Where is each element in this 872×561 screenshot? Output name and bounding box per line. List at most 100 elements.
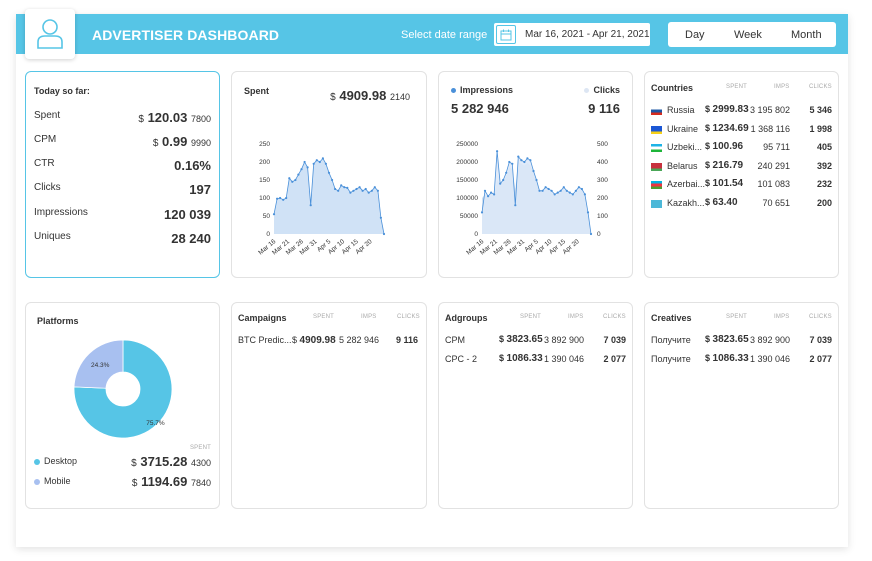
countries-card[interactable]: Countries SPENT IMPS CLICKS Russia $ 2999…: [644, 71, 839, 278]
creatives-spent-header: SPENT: [726, 314, 748, 320]
data-point: [499, 182, 502, 185]
today-clicks-label: Clicks: [34, 182, 61, 193]
data-point: [480, 211, 484, 214]
data-point: [364, 187, 367, 191]
calendar-icon[interactable]: [496, 25, 516, 44]
adgroups-card[interactable]: Adgroups SPENT IMPS CLICKS CPM $ 3823.65 3…: [438, 302, 633, 509]
y-tick-label: 150: [259, 177, 270, 184]
date-range-picker[interactable]: Mar 16, 2021 - Apr 21, 2021: [494, 23, 650, 46]
y-right-tick-label: 300: [597, 177, 608, 184]
y-tick-label: 0: [474, 231, 478, 238]
dashboard-frame: ADVERTISER DASHBOARD Select date range M…: [16, 9, 848, 547]
period-week-button[interactable]: Week: [734, 29, 762, 41]
y-tick-label: 150000: [456, 177, 478, 184]
campaigns-card[interactable]: Campaigns SPENT IMPS CLICKS BTC Predic..…: [231, 302, 427, 509]
data-point: [577, 186, 580, 189]
date-range-value[interactable]: Mar 16, 2021 - Apr 21, 2021: [525, 29, 650, 40]
adgroups-name[interactable]: CPC - 2: [445, 354, 478, 364]
data-point: [288, 177, 291, 180]
data-point: [520, 159, 523, 162]
countries-name[interactable]: Uzbeki...: [667, 142, 703, 152]
data-point: [526, 157, 529, 160]
spent-card[interactable]: Spent $ 4909.98 2140 0 50 100 150 200 250 Mar …: [231, 71, 427, 278]
countries-clicks: 232: [816, 179, 832, 189]
campaign-imps: 5 282 946: [339, 335, 380, 345]
data-point: [334, 187, 337, 191]
data-point: [370, 189, 373, 192]
adgroups-title: Adgroups: [445, 313, 488, 323]
y-tick-label: 200000: [456, 159, 478, 166]
countries-spent: $ 63.40: [705, 196, 738, 208]
countries-name[interactable]: Russia: [667, 105, 695, 115]
impressions-card[interactable]: Impressions Clicks 5 282 946 9 116 0 5000…: [438, 71, 633, 278]
data-point: [340, 184, 343, 187]
data-point: [580, 187, 583, 191]
platforms-card[interactable]: Platforms 75.7% 24.3% SPENT Desktop $ 371…: [25, 302, 220, 509]
data-point: [303, 160, 306, 164]
clicks-legend: Clicks: [584, 85, 620, 95]
today-impressions-label: Impressions: [34, 207, 88, 218]
countries-name[interactable]: Azerbai...: [667, 179, 706, 189]
spent-series-area: [274, 158, 384, 234]
creatives-card[interactable]: Creatives SPENT IMPS CLICKS Получите ...…: [644, 302, 839, 509]
y-tick-label: 100000: [456, 195, 478, 202]
countries-clicks: 405: [816, 142, 832, 152]
user-avatar[interactable]: [25, 9, 75, 59]
platform-desktop-label: Desktop: [34, 456, 77, 466]
data-point: [327, 171, 331, 174]
data-point: [496, 150, 499, 153]
countries-clicks: 392: [816, 160, 832, 171]
y-tick-label: 250000: [456, 141, 478, 148]
adgroups-name[interactable]: CPM: [445, 335, 465, 345]
platforms-title: Platforms: [37, 316, 79, 326]
data-point: [544, 186, 547, 189]
data-point: [343, 186, 346, 189]
spent-value: $ 4909.98 2140: [330, 88, 410, 103]
countries-imps: 240 291: [757, 160, 790, 171]
y-tick-label: 250: [259, 141, 270, 148]
countries-name[interactable]: Ukraine: [667, 123, 699, 134]
user-icon: [37, 19, 63, 49]
flag-icon: [651, 125, 662, 134]
period-month-button[interactable]: Month: [791, 29, 822, 41]
y-tick-label: 0: [266, 231, 270, 238]
creatives-name[interactable]: Получите ...: [651, 354, 691, 364]
flag-icon: [651, 144, 662, 152]
period-day-button[interactable]: Day: [685, 29, 705, 41]
data-point: [376, 189, 379, 192]
data-point: [535, 178, 538, 182]
impressions-value: 5 282 946: [451, 101, 509, 116]
data-point: [589, 232, 593, 236]
data-point: [306, 166, 309, 169]
data-point: [529, 159, 532, 162]
countries-spent: $ 1234.69: [705, 122, 749, 134]
clicks-legend-dot: [584, 88, 590, 94]
data-point: [349, 191, 352, 194]
today-card[interactable]: Today so far: Spent $ 120.03 7800 CPM $ …: [25, 71, 220, 278]
adgroups-clicks-header: CLICKS: [603, 314, 626, 320]
data-point: [556, 191, 559, 194]
desktop-legend-dot: [34, 458, 40, 465]
campaign-clicks: 9 116: [395, 335, 418, 345]
countries-name[interactable]: Belarus: [667, 160, 698, 171]
creatives-clicks: 2 077: [809, 354, 832, 364]
data-point: [487, 195, 490, 198]
creatives-title: Creatives: [651, 313, 692, 323]
data-point: [550, 189, 553, 192]
data-point: [279, 196, 282, 200]
y-tick-label: 100: [259, 195, 270, 202]
data-point: [553, 193, 556, 196]
adgroups-spent-header: SPENT: [520, 314, 542, 320]
countries-clicks-header: CLICKS: [809, 84, 832, 90]
creatives-name[interactable]: Получите ...: [651, 335, 691, 345]
today-clicks-value: 197: [189, 182, 211, 197]
data-point: [514, 204, 517, 207]
flag-icon: [651, 181, 662, 189]
data-point: [571, 193, 574, 196]
today-title: Today so far:: [34, 86, 90, 96]
countries-name[interactable]: Kazakh...: [667, 197, 705, 208]
adgroups-spent: $ 1086.33: [499, 353, 543, 364]
flag-icon: [651, 199, 662, 208]
campaign-name[interactable]: BTC Predic...: [238, 335, 292, 345]
clicks-value: 9 116: [588, 101, 620, 116]
